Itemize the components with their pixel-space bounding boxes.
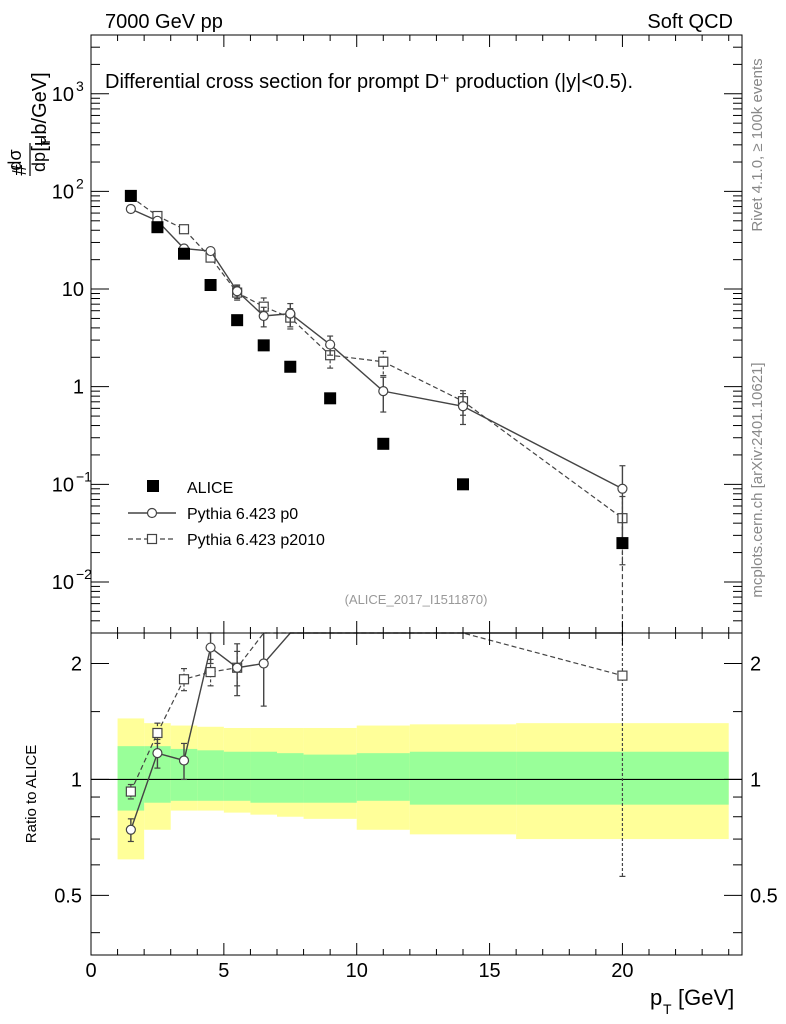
chart-title: Differential cross section for prompt D⁺… [105, 71, 633, 93]
p0-point [325, 339, 336, 350]
p0-ratio-point [232, 662, 243, 673]
ratio-band-inner [250, 751, 277, 803]
p2010-series-line [130, 196, 623, 519]
main-panel: Differential cross section for prompt D⁺… [52, 34, 743, 634]
p0-point [258, 310, 269, 322]
p0-series-line [130, 208, 623, 490]
ratio-panel: 0.5 0.5 1 1 2 2 [54, 632, 778, 956]
legend-p2010-label: Pythia 6.423 p2010 [187, 532, 325, 549]
y-tick-label-exponent: −2 [76, 566, 92, 582]
ratio-band-inner [303, 754, 357, 803]
ratio-y-axis: 0.5 0.5 1 1 2 2 [54, 653, 778, 934]
y-axis-denominator-label: dp [29, 152, 49, 172]
y-tick-label: 10 [52, 181, 74, 203]
x-tick-label: 20 [611, 960, 633, 982]
p0-point [617, 483, 628, 494]
ratio-tick-label-left: 1 [71, 769, 82, 791]
analysis-id-label: (ALICE_2017_I1511870) [345, 592, 488, 607]
x-axis-title-sub: T [663, 1001, 672, 1017]
header-category-label: Soft QCD [647, 11, 733, 33]
p2010-ratio-point [125, 786, 136, 797]
y-tick-label: 10 [52, 84, 74, 106]
p0-point [125, 203, 136, 215]
alice-point [377, 437, 390, 450]
y-axis-denominator-sub: T [38, 138, 53, 146]
p0-point [285, 308, 296, 319]
y-axis-unit-label: [μb/GeV] [29, 72, 51, 151]
ratio-tick-label-right: 0.5 [750, 885, 778, 907]
x-tick-label: 10 [346, 960, 368, 982]
ratio-band-inner [117, 746, 145, 811]
header-energy-label: 7000 GeV pp [105, 11, 223, 33]
main-data-layer [124, 189, 629, 633]
p0-ratio-point [178, 755, 190, 766]
alice-point [178, 247, 190, 260]
p2010-ratio-point [178, 674, 190, 685]
alice-point [457, 478, 469, 491]
p0-point [378, 386, 389, 397]
ratio-tick-label-left: 2 [71, 653, 82, 675]
ratio-band-inner [277, 753, 304, 803]
p0-point [232, 286, 243, 297]
x-axis-title: p T [GeV] [650, 985, 734, 1017]
main-y-axis-title: [μb/GeV] # dσ dp T [5, 72, 53, 176]
legend-alice-label: ALICE [187, 480, 233, 497]
ratio-frame [90, 632, 743, 956]
y-tick-label-exponent: 2 [76, 175, 84, 191]
legend: ALICE Pythia 6.423 p0 Pythia 6.423 p2010 [128, 480, 325, 549]
y-tick-label: 10 [52, 572, 74, 594]
p2010-ratio-point [617, 670, 628, 681]
x-tick-label: 15 [478, 960, 500, 982]
ratio-band-inner [197, 750, 224, 801]
y-tick-label-exponent: 3 [76, 78, 84, 94]
p0-ratio-point [125, 824, 136, 835]
p0-ratio-point [258, 658, 269, 669]
y-axis-dsigma-label: # [9, 164, 31, 176]
alice-point [124, 189, 137, 202]
p2010-point [378, 356, 389, 367]
y-tick-label: 10 [62, 279, 84, 301]
x-tick-label: 5 [218, 960, 229, 982]
ratio-y-axis-title: Ratio to ALICE [23, 745, 40, 843]
x-axis-title-p: p [650, 985, 662, 1010]
p0-ratio-point [205, 642, 216, 653]
alice-point [284, 360, 297, 373]
p2010-ratio-point [205, 666, 216, 678]
alice-point [324, 392, 337, 405]
ratio-tick-label-left: 0.5 [54, 885, 82, 907]
legend-p0-label: Pythia 6.423 p0 [187, 506, 298, 523]
x-tick-label: 0 [85, 960, 96, 982]
p0-point [205, 245, 216, 257]
p0-ratio-point [152, 748, 163, 759]
y-axis-unit-text: [μb/GeV] [29, 72, 51, 151]
legend-p0-marker [146, 507, 158, 519]
x-axis: 0 5 10 15 20 [85, 35, 730, 982]
alice-point [204, 279, 217, 292]
legend-p2010-marker [146, 533, 158, 545]
ratio-band-inner [356, 753, 410, 801]
ratio-bands [91, 718, 742, 860]
p2010-ratio-point [152, 727, 163, 739]
mcplots-credit-label: mcplots.cern.ch [arXiv:2401.10621] [749, 362, 766, 597]
ratio-band-inner [223, 751, 251, 801]
legend-alice-marker [147, 480, 159, 492]
ratio-tick-label-right: 1 [750, 769, 761, 791]
rivet-version-label: Rivet 4.1.0, ≥ 100k events [749, 58, 766, 231]
alice-point [257, 339, 270, 352]
y-axis-numerator-label: dσ [5, 149, 25, 170]
ratio-tick-label-right: 2 [750, 653, 761, 675]
x-axis-title-unit: [GeV] [678, 985, 734, 1010]
p0-point [457, 401, 469, 412]
alice-point [616, 537, 629, 550]
alice-point [231, 314, 244, 327]
y-tick-label: 10 [52, 474, 74, 496]
alice-point [151, 221, 164, 234]
y-tick-label-exponent: −1 [76, 468, 92, 484]
y-tick-label: 1 [73, 377, 84, 399]
p2010-point [178, 224, 190, 235]
ratio-band-inner [409, 751, 517, 805]
